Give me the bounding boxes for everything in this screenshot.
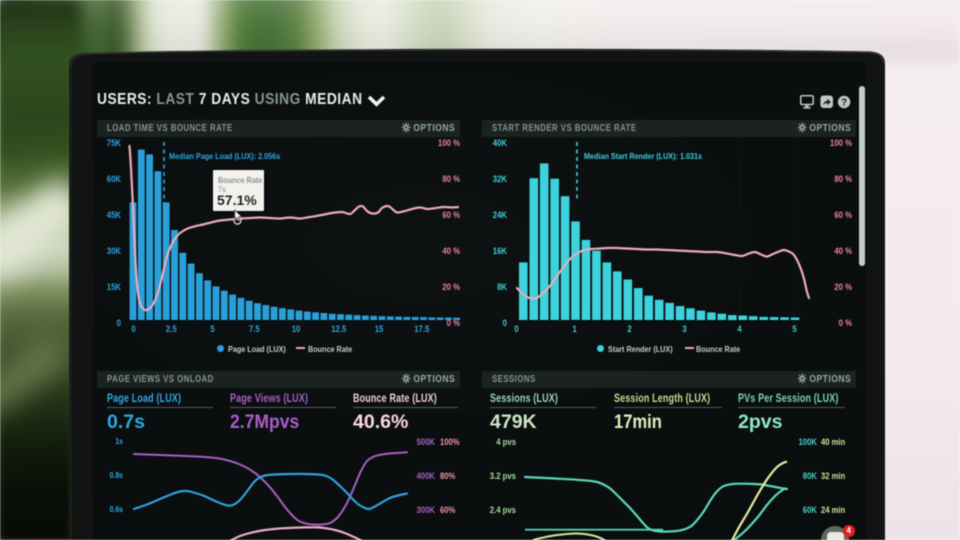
svg-text:?: ? [841, 97, 847, 108]
